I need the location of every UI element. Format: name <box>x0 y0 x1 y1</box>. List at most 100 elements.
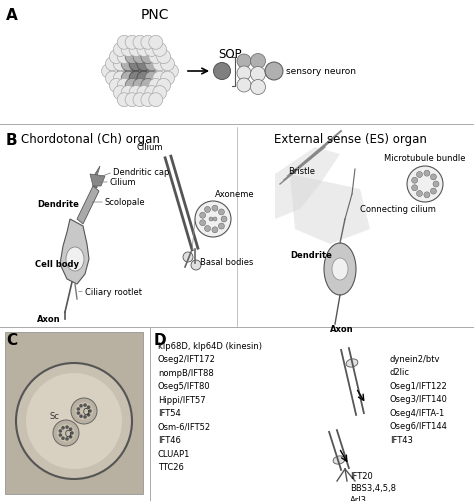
Circle shape <box>411 178 418 184</box>
Circle shape <box>411 185 418 191</box>
Circle shape <box>424 171 430 177</box>
Polygon shape <box>290 175 370 244</box>
Circle shape <box>133 51 147 65</box>
Circle shape <box>117 94 131 108</box>
Text: Osm-6/IFT52: Osm-6/IFT52 <box>158 422 211 431</box>
Circle shape <box>105 58 119 72</box>
Circle shape <box>129 44 143 57</box>
Circle shape <box>61 426 65 430</box>
Text: IFT20: IFT20 <box>350 471 373 480</box>
Circle shape <box>156 51 171 65</box>
Circle shape <box>149 94 163 108</box>
Circle shape <box>65 437 69 441</box>
Circle shape <box>113 86 128 100</box>
Text: dynein2/btv: dynein2/btv <box>390 354 440 363</box>
Circle shape <box>237 55 251 69</box>
Text: Sc: Sc <box>49 412 59 421</box>
Circle shape <box>250 55 265 69</box>
Text: Scolopale: Scolopale <box>105 198 146 207</box>
Text: Oseg6/IFT144: Oseg6/IFT144 <box>390 422 448 431</box>
Text: Oseg3/IFT140: Oseg3/IFT140 <box>390 395 448 404</box>
Text: Axon: Axon <box>37 315 61 324</box>
Text: D: D <box>154 332 167 347</box>
Circle shape <box>149 51 163 65</box>
Circle shape <box>117 36 131 50</box>
Circle shape <box>125 79 139 93</box>
Text: IFT43: IFT43 <box>390 435 413 444</box>
Circle shape <box>125 36 139 50</box>
Circle shape <box>65 425 69 429</box>
Text: Cilium: Cilium <box>137 143 163 152</box>
Circle shape <box>209 217 213 221</box>
Circle shape <box>137 44 151 57</box>
Circle shape <box>145 58 159 72</box>
Text: Chordotonal (Ch) organ: Chordotonal (Ch) organ <box>20 133 159 146</box>
Circle shape <box>121 58 135 72</box>
Text: Dendritic cap: Dendritic cap <box>113 168 169 177</box>
Circle shape <box>219 223 224 229</box>
Circle shape <box>113 58 128 72</box>
Circle shape <box>69 427 73 431</box>
Text: Hippi/IFT57: Hippi/IFT57 <box>158 395 206 404</box>
Text: SOP: SOP <box>218 49 242 62</box>
Circle shape <box>141 79 155 93</box>
Circle shape <box>200 220 206 226</box>
Circle shape <box>417 191 422 197</box>
Circle shape <box>430 189 437 195</box>
Circle shape <box>125 65 139 79</box>
Text: Basal bodies: Basal bodies <box>200 258 254 267</box>
Circle shape <box>125 51 139 65</box>
Circle shape <box>129 72 143 86</box>
Circle shape <box>156 79 171 93</box>
Text: klp68D, klp64D (kinesin): klp68D, klp64D (kinesin) <box>158 341 262 350</box>
Circle shape <box>133 94 147 108</box>
Text: A: A <box>6 8 18 23</box>
Circle shape <box>133 36 147 50</box>
Circle shape <box>121 86 135 100</box>
Circle shape <box>433 182 439 188</box>
Circle shape <box>79 404 83 408</box>
Circle shape <box>57 424 75 442</box>
Text: Ciliary rootlet: Ciliary rootlet <box>85 288 142 297</box>
Circle shape <box>237 67 251 81</box>
Circle shape <box>407 167 443 202</box>
Text: Ci: Ci <box>64 430 72 438</box>
Text: IFT46: IFT46 <box>158 436 181 444</box>
Text: External sense (ES) organ: External sense (ES) organ <box>273 133 427 146</box>
Circle shape <box>161 72 174 86</box>
Circle shape <box>117 65 131 79</box>
Circle shape <box>16 363 132 479</box>
Circle shape <box>145 44 159 57</box>
Circle shape <box>149 79 163 93</box>
Circle shape <box>430 174 437 180</box>
Circle shape <box>195 201 231 237</box>
Polygon shape <box>77 187 99 224</box>
Circle shape <box>145 72 159 86</box>
Ellipse shape <box>324 243 356 296</box>
Circle shape <box>204 207 210 213</box>
Circle shape <box>137 72 151 86</box>
Circle shape <box>141 51 155 65</box>
Circle shape <box>113 44 128 57</box>
Text: Cell body: Cell body <box>35 260 79 269</box>
Circle shape <box>69 435 73 439</box>
Ellipse shape <box>333 456 345 464</box>
Circle shape <box>101 65 116 79</box>
Text: Cilium: Cilium <box>110 178 137 187</box>
Circle shape <box>141 65 155 79</box>
Ellipse shape <box>346 359 358 367</box>
Circle shape <box>77 407 80 411</box>
Circle shape <box>109 79 123 93</box>
Circle shape <box>117 51 131 65</box>
Circle shape <box>212 227 218 233</box>
Circle shape <box>153 86 167 100</box>
Circle shape <box>183 253 193 263</box>
Circle shape <box>129 58 143 72</box>
Text: Oseg1/IFT122: Oseg1/IFT122 <box>390 381 448 390</box>
Circle shape <box>213 63 230 80</box>
Circle shape <box>109 65 123 79</box>
Text: Microtubule bundle: Microtubule bundle <box>384 154 466 163</box>
Circle shape <box>113 72 128 86</box>
Circle shape <box>219 209 224 215</box>
Text: PNC: PNC <box>141 8 169 22</box>
